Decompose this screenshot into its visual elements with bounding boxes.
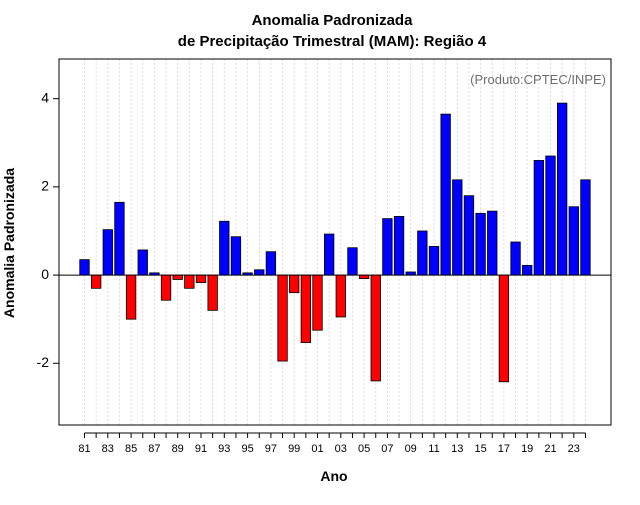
bar-1992 [207, 274, 218, 311]
bar-2008 [393, 216, 405, 276]
bar-2006 [370, 274, 381, 382]
bar-2013 [452, 179, 463, 276]
bar-2019 [522, 264, 533, 276]
bar-1997 [265, 251, 277, 276]
x-tick-label: 13 [451, 443, 463, 455]
x-tick-label: 83 [102, 443, 114, 455]
x-tick-label: 87 [148, 443, 160, 455]
bar-2004 [347, 247, 358, 276]
bars [79, 102, 591, 383]
bar-1993 [219, 220, 230, 276]
bar-2020 [533, 160, 544, 276]
bar-2010 [417, 230, 428, 276]
x-tick-label: 11 [428, 443, 439, 455]
x-tick-label: 03 [335, 443, 347, 455]
x-tick-label: 17 [498, 443, 510, 455]
x-tick-label: 81 [78, 443, 90, 455]
bar-2014 [463, 195, 475, 276]
x-tick-label: 97 [265, 443, 277, 455]
x-tick-label: 93 [218, 443, 230, 455]
bar-1991 [195, 274, 207, 283]
product-annotation: (Produto:CPTEC/INPE) [470, 72, 606, 87]
chart-title-line-1: Anomalia Padronizada [252, 12, 414, 29]
x-tick-label: 05 [358, 443, 370, 455]
y-axis: -2 0 2 4 [37, 89, 59, 370]
bar-2021 [545, 155, 556, 276]
bar-2018 [510, 241, 521, 276]
bar-2001 [312, 274, 323, 331]
bar-2024 [580, 179, 591, 276]
x-tick-label: 15 [474, 443, 486, 455]
y-tick-label: 2 [41, 178, 49, 194]
bar-1990 [184, 274, 195, 289]
bar-2011 [428, 246, 440, 276]
y-tick-label: 0 [41, 266, 49, 282]
bar-2000 [300, 274, 312, 343]
x-tick-label: 21 [544, 443, 556, 455]
bar-2023 [568, 206, 579, 276]
y-axis-label: Anomalia Padronizada [1, 168, 17, 318]
bar-2003 [335, 274, 346, 318]
y-tick-label: 4 [41, 89, 49, 105]
x-tick-label: 19 [521, 443, 533, 455]
bar-1989 [172, 274, 183, 280]
x-tick-label: 07 [381, 443, 393, 455]
bar-2017 [498, 274, 510, 383]
x-tick-label: 23 [568, 443, 580, 455]
bar-1982 [91, 274, 102, 289]
x-tick-label: 91 [195, 443, 207, 455]
x-tick-label: 89 [172, 443, 184, 455]
bar-2012 [440, 113, 451, 276]
x-axis: 81 83 85 87 89 91 93 95 97 99 01 03 05 07 09 11 13 15 17 19… [78, 432, 586, 455]
bar-2022 [557, 102, 568, 276]
x-tick-label: 99 [288, 443, 300, 455]
x-tick-label: 09 [405, 443, 417, 455]
bar-1999 [289, 274, 300, 294]
bar-1984 [114, 201, 125, 276]
bar-1988 [160, 274, 172, 301]
grid [84, 59, 586, 425]
bar-1981 [79, 259, 90, 276]
plot-frame [58, 58, 612, 426]
y-tick-label: -2 [37, 354, 50, 370]
bar-1985 [125, 274, 137, 320]
bar-1994 [230, 236, 242, 276]
x-axis-label: Ano [320, 468, 347, 484]
x-tick-label: 85 [125, 443, 137, 455]
bar-1998 [277, 274, 288, 362]
bar-1996 [254, 269, 265, 276]
bar-2005 [358, 274, 370, 280]
chart-title-line-2: de Precipitação Trimestral (MAM): Região… [178, 33, 487, 50]
bar-1986 [137, 249, 148, 276]
x-tick-label: 95 [241, 443, 253, 455]
x-tick-label: 01 [311, 443, 323, 455]
bar-2015 [475, 212, 486, 276]
bar-2016 [487, 210, 498, 276]
bar-2002 [323, 233, 335, 276]
bar-2007 [382, 218, 393, 276]
bar-1983 [102, 229, 113, 276]
